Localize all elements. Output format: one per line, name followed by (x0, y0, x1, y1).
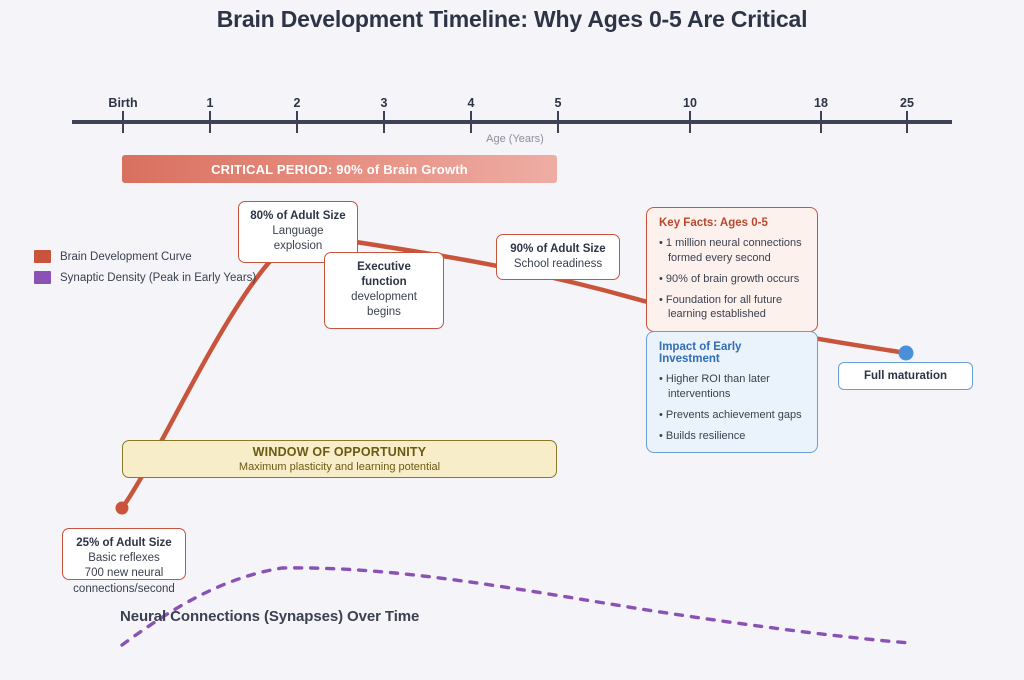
impact-bullet-0: • Higher ROI than later interventions (659, 373, 770, 400)
impact-title: Impact of Early Investment (659, 341, 742, 365)
window-of-opportunity-band: WINDOW OF OPPORTUNITY Maximum plasticity… (122, 440, 557, 478)
legend-item-1: Synaptic Density (Peak in Early Years) (34, 271, 256, 284)
key-facts-bullet-1: • 90% of brain growth occurs (659, 272, 800, 285)
key-facts-list: • 1 million neural connections formed ev… (659, 236, 805, 322)
critical-period-bar: CRITICAL PERIOD: 90% of Brain Growth (122, 155, 557, 183)
axis-tick-18 (820, 111, 822, 133)
window-subtitle: Maximum plasticity and learning potentia… (238, 461, 441, 473)
axis-tick-label-3: 3 (380, 96, 388, 110)
legend-swatch-1 (34, 271, 51, 284)
legend: Brain Development Curve Synaptic Density … (34, 250, 256, 292)
axis-tick-label-5: 5 (554, 96, 562, 110)
callout-80-subtitle: Language explosion (272, 224, 324, 253)
key-facts-bullet-0: • 1 million neural connections formed ev… (659, 237, 802, 264)
callout-executive-function: Executive function development begins (324, 252, 444, 329)
axis-tick-birth (122, 111, 124, 133)
key-facts-title: Key Facts: Ages 0-5 (659, 217, 768, 229)
synaptic-curve-label: Neural Connections (Synapses) Over Time (120, 608, 420, 625)
key-facts-bullet-2: • Foundation for all future learning est… (659, 293, 783, 321)
window-title: WINDOW OF OPPORTUNITY (252, 445, 427, 459)
axis-tick-4 (470, 111, 472, 133)
callout-90-title: 90% of Adult Size (510, 243, 606, 255)
legend-item-0: Brain Development Curve (34, 250, 256, 263)
callout-90-subtitle: School readiness (513, 257, 603, 270)
callout-80-title: 80% of Adult Size (250, 210, 346, 222)
axis-tick-25 (906, 111, 908, 133)
page-title: Brain Development Timeline: Why Ages 0-5… (216, 6, 808, 32)
full-maturation-label: Full maturation (863, 370, 948, 382)
axis-tick-label-18: 18 (814, 96, 828, 110)
axis-tick-label-2: 2 (293, 96, 301, 110)
legend-label-1: Synaptic Density (Peak in Early Years) (60, 271, 257, 284)
callout-executive-subtitle: development begins (351, 290, 417, 319)
panel-impact-early-investment: Impact of Early Investment • Higher ROI … (646, 331, 818, 454)
critical-period-label: CRITICAL PERIOD: 90% of Brain Growth (211, 161, 468, 177)
axis-tick-label-25: 25 (900, 96, 914, 110)
axis-tick-5 (557, 111, 559, 133)
callout-90-percent: 90% of Adult Size School readiness (496, 234, 620, 281)
legend-swatch-0 (34, 250, 51, 263)
panel-key-facts: Key Facts: Ages 0-5 • 1 million neural c… (646, 207, 818, 333)
callout-executive-title: Executive function (357, 261, 411, 288)
callout-25-percent: 25% of Adult Size Basic reflexes 700 new… (62, 528, 186, 595)
axis-tick-3 (383, 111, 385, 133)
axis-tick-label-1: 1 (206, 96, 214, 110)
axis-tick-label-birth: Birth (108, 96, 138, 110)
impact-list: • Higher ROI than later interventions • P… (659, 372, 805, 443)
legend-label-0: Brain Development Curve (60, 250, 192, 263)
axis-caption: Age (Years) (486, 133, 544, 145)
callout-full-maturation: Full maturation (838, 362, 973, 390)
callout-80-percent: 80% of Adult Size Language explosion (238, 201, 358, 263)
axis-tick-2 (296, 111, 298, 133)
impact-bullet-1: • Prevents achievement gaps (659, 408, 802, 421)
callout-25-line1: Basic reflexes (88, 551, 160, 564)
callout-25-line2: 700 new neural (84, 567, 164, 580)
axis-tick-10 (689, 111, 691, 133)
axis-tick-1 (209, 111, 211, 133)
callout-25-title: 25% of Adult Size (76, 537, 172, 549)
axis-line (72, 120, 952, 124)
axis-tick-label-4: 4 (467, 96, 475, 110)
axis-tick-label-10: 10 (683, 96, 697, 110)
impact-bullet-2: • Builds resilience (659, 429, 746, 442)
callout-25-line3: connections/second (73, 582, 175, 595)
